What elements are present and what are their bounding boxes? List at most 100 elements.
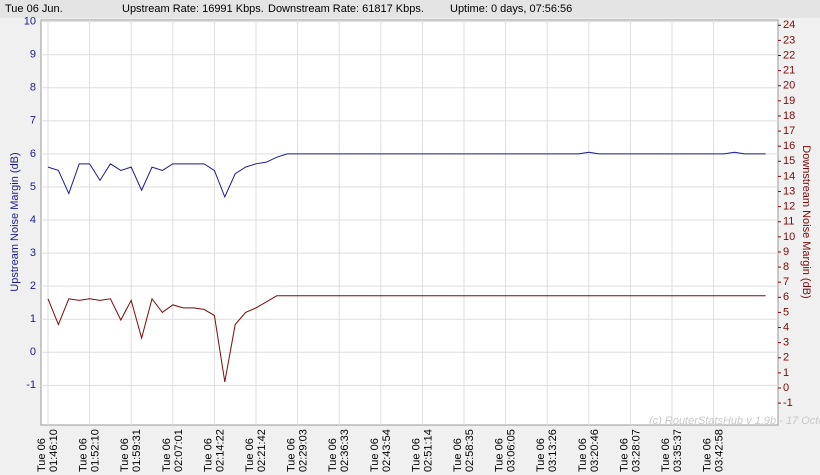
y2-tick-label: 19 xyxy=(783,95,795,107)
y2-tick-label: 16 xyxy=(783,140,795,152)
y-tick-label: -1 xyxy=(26,379,36,391)
x-tick-label-part: Tue 06 xyxy=(452,438,464,472)
y2-tick-label: 6 xyxy=(783,291,789,303)
x-tick-label-part: 02:29:03 xyxy=(298,429,310,472)
y2-tick-label: 4 xyxy=(783,321,789,333)
y2-tick-label: 17 xyxy=(783,125,795,137)
y2-tick-label: 3 xyxy=(783,337,789,349)
y2-tick-label: 23 xyxy=(783,34,795,46)
y2-tick-label: 9 xyxy=(783,246,789,258)
y2-tick-label: 7 xyxy=(783,276,789,288)
grid xyxy=(41,20,778,425)
header-bar xyxy=(0,0,820,18)
x-tick-label: Tue 0603:35:37 xyxy=(660,429,684,472)
x-tick-label-part: 03:28:07 xyxy=(630,429,642,472)
x-tick-label-part: Tue 06 xyxy=(660,438,672,472)
header-downstream: Downstream Rate: 61817 Kbps. xyxy=(268,3,424,15)
y2-tick-label: 5 xyxy=(783,306,789,318)
y2-tick-label: 10 xyxy=(783,231,795,243)
series-line xyxy=(47,295,766,383)
x-tick-label-part: 02:43:54 xyxy=(381,429,393,472)
y2-tick-label: 15 xyxy=(783,155,795,167)
x-tick-label: Tue 0602:51:14 xyxy=(410,429,434,472)
y2-tick-label: 1 xyxy=(783,367,789,379)
y2-tick-label: -1 xyxy=(783,397,793,409)
x-tick-label: Tue 0601:46:10 xyxy=(36,429,60,472)
y-axis-title: Upstream Noise Margin (dB) xyxy=(9,152,21,291)
x-tick-label: Tue 0601:59:31 xyxy=(119,429,143,472)
x-tick-label-part: Tue 06 xyxy=(161,438,173,472)
x-tick-label-part: Tue 06 xyxy=(244,438,256,472)
y2-tick-label: 11 xyxy=(783,216,794,228)
watermark: (c) RouterStatsHub v 1.9b - 17 October 2 xyxy=(649,415,820,427)
y-tick-label: 7 xyxy=(30,115,36,127)
x-tick-label-part: Tue 06 xyxy=(327,438,339,472)
x-tick-label-part: 03:06:05 xyxy=(506,429,518,472)
x-tick-label-part: Tue 06 xyxy=(494,438,506,472)
x-tick-label-part: Tue 06 xyxy=(577,438,589,472)
y-tick-label: 3 xyxy=(30,247,36,259)
plot-area xyxy=(40,19,779,426)
x-tick-label: Tue 0602:36:33 xyxy=(327,429,351,472)
x-tick-label-part: Tue 06 xyxy=(119,438,131,472)
x-tick-label: Tue 0603:42:58 xyxy=(702,429,726,472)
x-tick-label-part: Tue 06 xyxy=(286,438,298,472)
x-tick-label: Tue 0602:14:22 xyxy=(202,429,226,472)
y-tick-label: 2 xyxy=(30,280,36,292)
x-tick-label-part: 02:36:33 xyxy=(339,429,351,472)
y2-axis-title: Downstream Noise Margin (dB) xyxy=(800,145,812,298)
x-tick-label: Tue 0603:13:26 xyxy=(535,429,559,472)
x-tick-label: Tue 0601:52:10 xyxy=(78,429,102,472)
y-tick-label: 5 xyxy=(30,181,36,193)
y2-tick-label: 2 xyxy=(783,352,789,364)
y-tick-label: 1 xyxy=(30,313,36,325)
y-tick-label: 6 xyxy=(30,148,36,160)
x-tick-label-part: Tue 06 xyxy=(78,438,90,472)
x-tick-label-part: 01:52:10 xyxy=(90,429,102,472)
y-tick-label: 10 xyxy=(24,16,36,28)
x-tick-label: Tue 0602:29:03 xyxy=(286,429,310,472)
header-upstream: Upstream Rate: 16991 Kbps. xyxy=(122,3,264,15)
y2-tick-label: 14 xyxy=(783,170,795,182)
x-tick-label-part: 02:58:35 xyxy=(464,429,476,472)
x-tick-label-part: Tue 06 xyxy=(369,438,381,472)
y-tick-label: 4 xyxy=(30,214,36,226)
y2-tick-label: 24 xyxy=(783,19,795,31)
series-line xyxy=(47,151,766,199)
y2-tick-label: 12 xyxy=(783,201,795,213)
x-tick-label: Tue 0603:06:05 xyxy=(494,429,518,472)
x-tick-label-part: Tue 06 xyxy=(535,438,547,472)
x-tick-label: Tue 0602:21:42 xyxy=(244,429,268,472)
y2-tick-label: 0 xyxy=(783,382,789,394)
x-tick-label: Tue 0602:43:54 xyxy=(369,429,393,472)
x-tick-label-part: Tue 06 xyxy=(202,438,214,472)
y2-tick-label: 13 xyxy=(783,185,795,197)
x-tick-label: Tue 0602:07:01 xyxy=(161,429,185,472)
x-tick-label-part: 02:21:42 xyxy=(256,429,268,472)
x-tick-label-part: Tue 06 xyxy=(702,438,714,472)
y2-tick-label: 22 xyxy=(783,49,795,61)
x-tick-label-part: 01:59:31 xyxy=(131,429,143,472)
x-tick-label-part: 02:14:22 xyxy=(214,429,226,472)
y2-tick-label: 21 xyxy=(783,65,795,77)
x-tick-label-part: 03:42:58 xyxy=(714,429,726,472)
x-tick-label-part: 02:51:14 xyxy=(422,429,434,472)
header-date: Tue 06 Jun. xyxy=(5,3,63,15)
x-tick-label: Tue 0603:28:07 xyxy=(618,429,642,472)
x-tick-label-part: 01:46:10 xyxy=(48,429,60,472)
x-tick-label-part: 03:13:26 xyxy=(547,429,559,472)
y2-tick-label: 20 xyxy=(783,80,795,92)
y-tick-label: 0 xyxy=(30,346,36,358)
x-tick-label-part: 03:20:46 xyxy=(589,429,601,472)
x-tick-label-part: 03:35:37 xyxy=(672,429,684,472)
x-tick-label-part: 02:07:01 xyxy=(173,429,185,472)
y2-tick-label: 8 xyxy=(783,261,789,273)
x-tick-label-part: Tue 06 xyxy=(618,438,630,472)
x-tick-label: Tue 0603:20:46 xyxy=(577,429,601,472)
x-tick-label: Tue 0602:58:35 xyxy=(452,429,476,472)
x-tick-label-part: Tue 06 xyxy=(410,438,422,472)
x-tick-label-part: Tue 06 xyxy=(36,438,48,472)
y-tick-label: 8 xyxy=(30,82,36,94)
